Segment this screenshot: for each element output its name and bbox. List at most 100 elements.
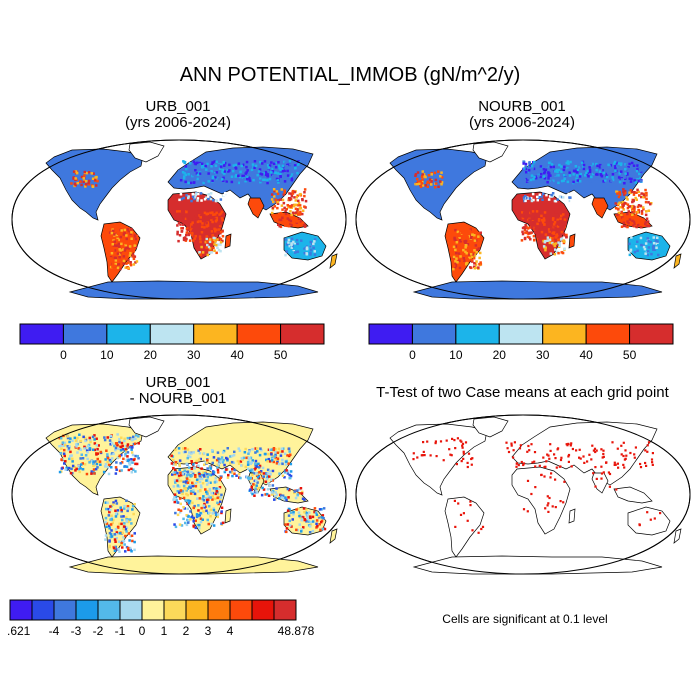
grid-cell <box>541 210 545 214</box>
colorbar-segment <box>273 599 297 621</box>
grid-cell <box>125 526 129 529</box>
grid-cell <box>184 217 188 221</box>
significant-cell <box>600 448 603 451</box>
grid-cell <box>289 175 292 179</box>
land-madagascar <box>568 233 576 249</box>
significant-cell <box>600 477 603 480</box>
grid-cell <box>75 443 78 446</box>
grid-cell <box>280 496 284 499</box>
grid-cell <box>285 530 288 534</box>
grid-cell <box>426 185 429 188</box>
grid-cell <box>290 213 293 217</box>
grid-cell <box>190 171 194 174</box>
grid-cell <box>195 180 198 183</box>
grid-cell <box>554 163 558 167</box>
land-south-america <box>444 496 485 558</box>
grid-cell <box>120 544 123 547</box>
grid-cell <box>525 196 528 200</box>
grid-cell <box>116 526 120 529</box>
grid-cell <box>564 199 567 202</box>
land-madagascar <box>224 233 232 249</box>
grid-cell <box>199 192 203 195</box>
grid-cell <box>281 208 284 211</box>
grid-cell <box>216 468 220 472</box>
grid-cell <box>602 160 606 163</box>
grid-cell <box>60 444 63 447</box>
grid-cell <box>78 470 81 474</box>
grid-cell <box>285 207 288 211</box>
grid-cell <box>430 173 433 176</box>
significant-cell <box>466 461 469 464</box>
grid-cell <box>196 523 200 527</box>
grid-cell <box>255 447 259 450</box>
grid-cell <box>109 443 112 446</box>
grid-cell <box>220 163 223 166</box>
grid-cell <box>530 199 534 203</box>
grid-cell <box>182 160 185 163</box>
grid-cell <box>178 169 181 173</box>
grid-cell <box>190 460 193 463</box>
grid-cell <box>108 235 112 238</box>
significant-cell <box>531 461 534 464</box>
grid-cell <box>184 450 187 454</box>
grid-cell <box>124 448 127 451</box>
grid-cell <box>262 178 265 181</box>
significant-cell <box>423 454 426 457</box>
grid-cell <box>472 243 475 246</box>
grid-cell <box>543 170 547 174</box>
grid-cell <box>123 543 126 546</box>
grid-cell <box>421 173 425 176</box>
land-madagascar <box>224 508 232 524</box>
grid-cell <box>200 169 203 172</box>
grid-cell <box>230 180 234 184</box>
grid-cell <box>253 468 256 471</box>
grid-cell <box>191 221 194 224</box>
grid-cell <box>122 457 125 461</box>
grid-cell <box>96 447 99 451</box>
grid-cell <box>318 523 321 526</box>
colorbar-segment <box>368 323 413 345</box>
grid-cell <box>284 253 287 257</box>
grid-cell <box>273 189 276 193</box>
grid-cell <box>254 164 258 168</box>
grid-cell <box>202 510 205 513</box>
grid-cell <box>458 238 462 242</box>
grid-cell <box>561 220 565 224</box>
grid-cell <box>620 225 624 228</box>
grid-cell <box>644 200 648 204</box>
grid-cell <box>529 178 533 182</box>
grid-cell <box>635 169 638 173</box>
grid-cell <box>253 173 257 177</box>
grid-cell <box>205 479 208 482</box>
grid-cell <box>178 462 181 466</box>
grid-cell <box>634 175 637 179</box>
grid-cell <box>647 209 651 212</box>
grid-cell <box>452 251 455 255</box>
grid-cell <box>283 476 286 479</box>
grid-cell <box>113 533 116 536</box>
grid-cell <box>177 212 180 216</box>
grid-cell <box>275 190 279 193</box>
grid-cell <box>204 164 207 168</box>
grid-cell <box>109 257 112 260</box>
grid-cell <box>547 177 550 180</box>
grid-cell <box>218 167 222 170</box>
significant-cell <box>592 472 595 475</box>
grid-cell <box>113 264 117 268</box>
grid-cell <box>206 222 210 226</box>
grid-cell <box>305 245 308 248</box>
grid-cell <box>219 500 222 503</box>
grid-cell <box>459 256 462 260</box>
grid-cell <box>126 505 130 508</box>
grid-cell <box>641 195 645 199</box>
grid-cell <box>274 491 277 494</box>
grid-cell <box>254 479 258 483</box>
grid-cell <box>289 219 293 223</box>
grid-cell <box>117 265 121 268</box>
significant-cell <box>559 465 562 468</box>
grid-cell <box>533 226 536 230</box>
grid-cell <box>66 436 70 440</box>
grid-cell <box>279 169 282 172</box>
grid-cell <box>114 548 118 551</box>
grid-cell <box>218 224 222 228</box>
